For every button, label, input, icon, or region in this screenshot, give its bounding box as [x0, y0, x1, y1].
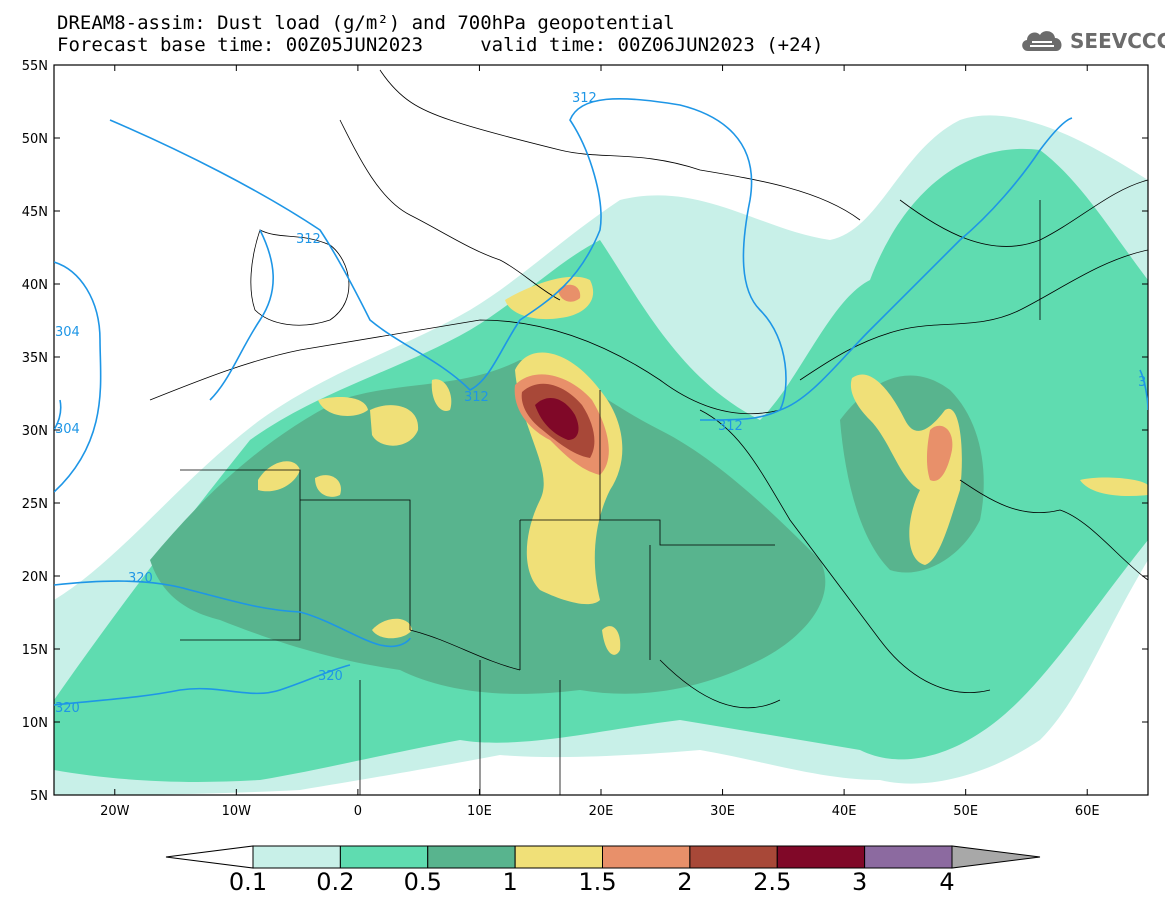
contour-304 [54, 399, 62, 431]
lon-label: 30E [710, 804, 735, 819]
lat-label: 20N [22, 570, 48, 585]
dust-area-orange-italy [558, 284, 581, 302]
cloud-icon [1022, 31, 1062, 51]
colorbar-label: 0.2 [316, 868, 355, 896]
contour-label: 312 [464, 390, 489, 405]
contour-320-south [54, 664, 351, 706]
contour-312-north [109, 97, 787, 421]
colorbar-label: 1.5 [578, 868, 617, 896]
colorbar-swatch [252, 845, 341, 869]
lat-label: 55N [22, 59, 48, 74]
lat-label: 10N [22, 716, 48, 731]
longitude-axis: 20W 10W 0 10E 20E 30E 40E 50E 60E [100, 65, 1100, 819]
contour-east-edge [1139, 369, 1148, 411]
colorbar-label: 0.5 [403, 868, 442, 896]
lat-label: 45N [22, 205, 48, 220]
lat-label: 5N [30, 789, 48, 804]
lon-label: 0 [354, 804, 362, 819]
geopotential-contours [54, 97, 1148, 706]
dust-area-yellow-d [258, 461, 300, 492]
colorbar-label: 0.1 [228, 868, 268, 896]
lat-label: 30N [22, 424, 48, 439]
seevccc-logo: SEEVCCC [1018, 26, 1165, 56]
lon-label: 60E [1075, 804, 1100, 819]
dust-area-yellow-e [315, 475, 341, 497]
dust-area-yellow-c [318, 397, 368, 416]
colorbar-swatch [689, 845, 778, 869]
dust-area-yellow-g [602, 626, 621, 655]
dust-area-orange-iraq [926, 425, 953, 481]
colorbar-max-arrow [951, 845, 1041, 869]
contour-label: 320 [128, 571, 153, 586]
contour-label: 312 [718, 419, 743, 434]
colorbar-swatch [339, 845, 429, 869]
lat-label: 40N [22, 278, 48, 293]
contour-label: 312 [296, 232, 321, 247]
colorbar-swatch [427, 845, 516, 869]
title-line-2: Forecast base time: 00Z05JUN2023 valid t… [57, 34, 824, 56]
lat-label: 25N [22, 497, 48, 512]
dust-area-dark [150, 360, 826, 694]
contour-labels: 312 312 312 312 320 320 320 304 304 3 [55, 91, 1146, 716]
lat-label: 35N [22, 351, 48, 366]
contour-312-iberia [209, 229, 274, 401]
lon-label: 20W [100, 804, 130, 819]
lon-label: 10E [467, 804, 492, 819]
lon-label: 50E [953, 804, 978, 819]
colorbar-swatch [864, 845, 953, 869]
lat-label: 15N [22, 643, 48, 658]
colorbar [165, 845, 1041, 869]
contour-label: 312 [572, 91, 597, 106]
title-line-1: DREAM8-assim: Dust load (g/m²) and 700hP… [57, 12, 675, 34]
colorbar-swatch [602, 845, 691, 869]
dust-area-yellow-iraq [850, 374, 962, 565]
dust-area-maroon-libya [535, 397, 579, 440]
contour-label: 320 [55, 701, 80, 716]
colorbar-label: 2.5 [753, 868, 792, 896]
logo-text: SEEVCCC [1070, 29, 1165, 53]
contour-312-east [779, 117, 1073, 411]
dust-area-yellow-b [431, 379, 452, 411]
latitude-axis: 55N 50N 45N 40N 35N 30N 25N 20N 15N 10N 5N [22, 59, 1148, 804]
contour-label: 320 [318, 669, 343, 684]
lon-label: 40E [832, 804, 857, 819]
colorbar-label: 4 [939, 868, 955, 896]
contour-label: 304 [55, 325, 80, 340]
lon-label: 20E [589, 804, 614, 819]
colorbar-min-arrow [165, 845, 254, 869]
colorbar-label: 3 [851, 868, 868, 896]
colorbar-label: 1 [502, 868, 518, 896]
dust-area-yellow-f [372, 618, 412, 639]
dust-area-yellow-h [1080, 477, 1148, 497]
contour-312-west [54, 261, 102, 493]
colorbar-swatch [514, 845, 603, 869]
country-borders [149, 69, 1148, 795]
colorbar-swatch [776, 845, 866, 869]
lat-label: 50N [22, 132, 48, 147]
colorbar-label: 2 [677, 868, 693, 896]
contour-label: 3 [1138, 375, 1146, 390]
lon-label: 10W [222, 804, 252, 819]
dust-area-yellow-a [370, 405, 419, 446]
contour-320 [54, 580, 411, 648]
contour-label: 304 [55, 422, 80, 437]
